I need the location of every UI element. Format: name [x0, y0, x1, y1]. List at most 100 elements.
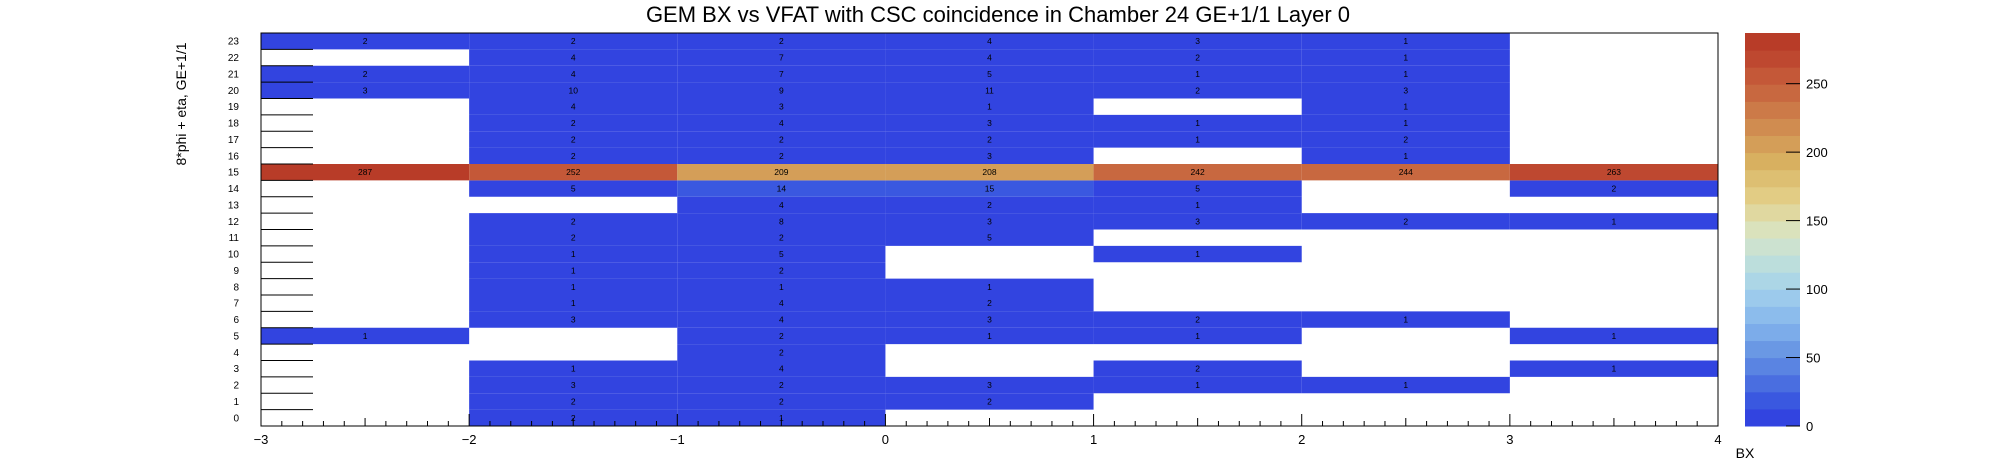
cell-value-label: 2: [779, 380, 784, 390]
color-scale-swatch: [1745, 238, 1800, 256]
heatmap-cell: [469, 82, 678, 99]
heatmap-cell: [677, 245, 886, 263]
y-tick-label: 10: [228, 250, 240, 261]
heatmap-cell: [677, 82, 886, 99]
heatmap-cell: [1509, 213, 1718, 230]
heatmap-cell: [469, 164, 678, 181]
heatmap-cell: [469, 229, 678, 246]
heatmap-cell: [469, 180, 678, 197]
heatmap-cell: [677, 49, 886, 66]
color-scale-tick-label: 150: [1806, 214, 1828, 229]
heatmap-cell: [677, 98, 886, 115]
heatmap-cell: [1093, 327, 1302, 345]
cell-value-label: 1: [1612, 364, 1617, 374]
heatmap-cell: [469, 295, 678, 312]
heatmap-cell: [885, 278, 1094, 295]
y-tick-label: 6: [233, 315, 239, 326]
color-scale-swatch: [1745, 220, 1800, 239]
cell-value-label: 1: [571, 282, 576, 292]
heatmap-cell: [1301, 49, 1510, 66]
heatmap-cell: [1509, 360, 1718, 377]
heatmap-cell: [677, 131, 886, 148]
heatmap-cell: [677, 114, 886, 132]
heatmap-cell: [677, 278, 886, 295]
cell-value-label: 2: [363, 69, 368, 79]
color-scale-tick-label: 200: [1806, 145, 1828, 160]
color-scale-swatch: [1745, 84, 1800, 102]
x-tick-label: 4: [1714, 432, 1721, 447]
cell-value-label: 1: [1403, 69, 1408, 79]
y-tick-label: 5: [233, 331, 239, 342]
x-tick-label: −1: [670, 432, 685, 447]
cell-value-label: 2: [779, 233, 784, 243]
color-scale-tick-label: 250: [1806, 77, 1828, 92]
color-scale-swatch: [1745, 169, 1800, 188]
y-tick-label: 9: [233, 266, 239, 277]
cell-value-label: 2: [779, 347, 784, 357]
heatmap-cell: [261, 65, 470, 83]
cell-value-label: 263: [1607, 167, 1621, 177]
cell-value-label: 10: [568, 85, 578, 95]
heatmap-cell: [1093, 49, 1302, 66]
cell-value-label: 1: [987, 282, 992, 292]
heatmap-cell: [261, 82, 470, 99]
heatmap-cell: [1301, 147, 1510, 164]
heatmap-cell: [469, 33, 678, 50]
cell-value-label: 2: [571, 134, 576, 144]
heatmap-cell: [469, 409, 678, 426]
y-tick-label: 4: [233, 348, 239, 359]
heatmap-cell: [469, 213, 678, 230]
y-tick-label: 3: [233, 364, 239, 375]
y-tick-label: 21: [228, 69, 240, 80]
y-tick-label: 12: [228, 217, 240, 228]
x-tick-label: −3: [254, 432, 269, 447]
cell-value-label: 1: [1403, 380, 1408, 390]
heatmap-cell: [1093, 164, 1302, 181]
heatmap-cell: [885, 147, 1094, 164]
cell-value-label: 1: [987, 102, 992, 112]
heatmap-cell: [469, 360, 678, 377]
heatmap-cell: [885, 327, 1094, 345]
cell-value-label: 287: [358, 167, 372, 177]
y-tick-label: 8: [233, 282, 239, 293]
heatmap-cell: [469, 278, 678, 295]
cell-value-label: 3: [987, 216, 992, 226]
heatmap-cell: [469, 147, 678, 164]
heatmap-cell: [885, 376, 1094, 394]
heatmap-cell: [885, 393, 1094, 410]
cell-value-label: 1: [571, 364, 576, 374]
color-scale-swatch: [1745, 50, 1800, 68]
cell-value-label: 2: [571, 118, 576, 128]
color-scale-swatch: [1745, 135, 1800, 154]
x-tick-label: 0: [882, 432, 889, 447]
cell-value-label: 2: [1195, 315, 1200, 325]
cell-value-label: 2: [1195, 85, 1200, 95]
color-scale-tick-label: 50: [1806, 351, 1820, 366]
cell-value-label: 5: [987, 69, 992, 79]
cell-value-label: 209: [774, 167, 788, 177]
cell-value-label: 4: [571, 69, 576, 79]
heatmap-cell: [677, 327, 886, 345]
cell-value-label: 4: [779, 200, 784, 210]
heatmap-cell: [469, 376, 678, 394]
cell-value-label: 8: [779, 216, 784, 226]
chart-title: GEM BX vs VFAT with CSC coincidence in C…: [645, 2, 1351, 27]
cell-value-label: 1: [1612, 331, 1617, 341]
color-scale-swatch: [1745, 152, 1800, 171]
y-tick-label: 15: [228, 168, 240, 179]
color-scale-tick-label: 0: [1806, 419, 1813, 434]
heatmap-cell: [469, 49, 678, 66]
color-scale-swatch: [1745, 272, 1800, 290]
x-tick-label: 3: [1506, 432, 1513, 447]
cell-value-label: 1: [1612, 216, 1617, 226]
cell-value-label: 2: [571, 233, 576, 243]
cell-value-label: 1: [1403, 315, 1408, 325]
color-scale-swatch: [1745, 101, 1800, 119]
color-scale-swatch: [1745, 289, 1800, 307]
color-scale-swatch: [1745, 391, 1800, 410]
cell-value-label: 2: [571, 151, 576, 161]
heatmap-cell: [885, 98, 1094, 115]
heatmap-cell: [1509, 327, 1718, 345]
y-tick-label: 19: [228, 102, 240, 113]
